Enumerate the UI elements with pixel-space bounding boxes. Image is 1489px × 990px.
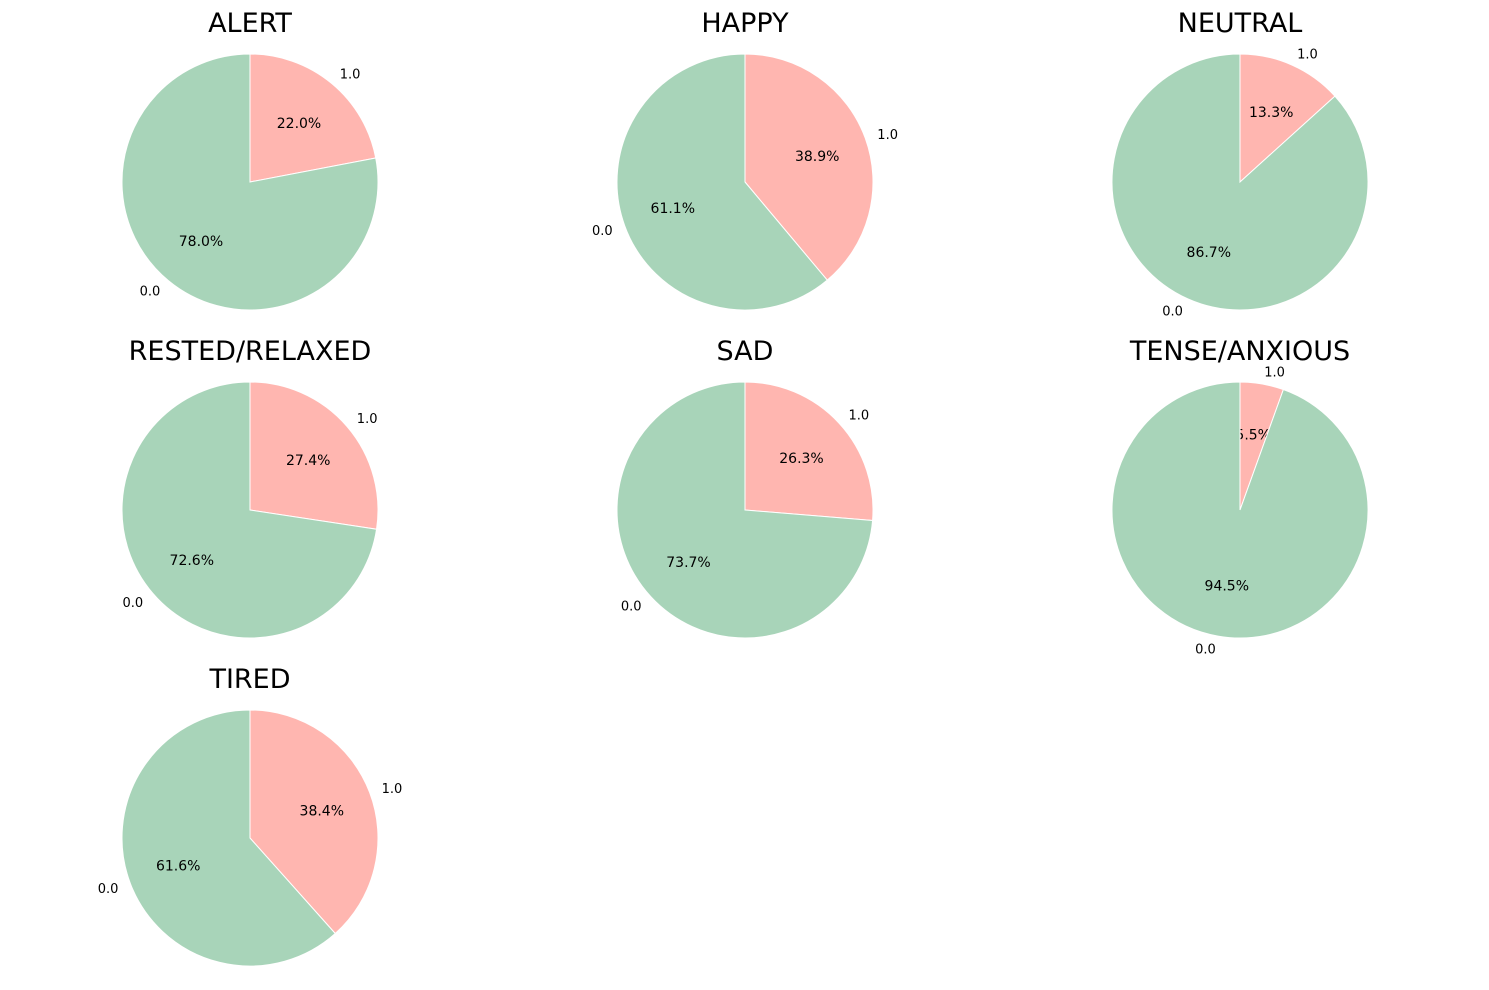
pie-neutral-slice-0-0-percent: 86.7% [1187,245,1231,261]
pie-happy-slice-0-0 [616,53,828,311]
pie-rested-relaxed: RESTED/RELAXED 27.4% 1.0 72.6% 0.0 [121,336,379,639]
pie-neutral-slice-1-0 [1239,53,1336,184]
pie-rested-relaxed-slice-1-0-label: 1.0 [357,412,378,427]
pie-alert-slice-1-0-label: 1.0 [340,68,361,83]
pie-neutral-slice-1-0-label: 1.0 [1297,47,1318,62]
pie-tired-slice-1-0-label: 1.0 [382,782,403,797]
pie-sad-slice-1-0-label: 1.0 [849,409,870,424]
pie-happy-title: HAPPY [701,8,789,39]
pie-sad-slice-0-0-percent: 73.7% [666,555,710,571]
pie-alert-title: ALERT [208,8,292,39]
pie-neutral-slice-0-0 [1111,53,1369,311]
pie-tense-anxious-slice-0-0-label: 0.0 [1195,643,1216,658]
pie-neutral-slice-1-0-percent: 13.3% [1249,105,1293,121]
pie-happy-slice-0-0-percent: 61.1% [651,201,695,217]
pie-neutral: NEUTRAL 13.3% 1.0 86.7% 0.0 [1111,8,1369,320]
pie-tense-anxious-slice-1-0-percent: 5.5% [1235,427,1271,443]
pie-tense-anxious-title: TENSE/ANXIOUS [1129,336,1350,367]
pie-happy: HAPPY 38.9% 1.0 61.1% 0.0 [592,8,898,311]
pie-happy-slice-1-0 [744,53,874,281]
pie-alert-slice-0-0-percent: 78.0% [179,234,223,250]
pie-alert-slice-1-0 [249,53,377,183]
pie-rested-relaxed-title: RESTED/RELAXED [129,336,372,367]
pie-tired-title: TIRED [208,664,290,695]
pie-tense-anxious-slice-0-0 [1111,381,1369,639]
pie-rested-relaxed-slice-1-0 [249,381,379,530]
pie-neutral-slice-0-0-label: 0.0 [1162,305,1183,320]
pie-sad-slice-1-0-percent: 26.3% [779,451,823,467]
pie-alert: ALERT 22.0% 1.0 78.0% 0.0 [121,8,379,311]
pie-tired-slice-0-0-percent: 61.6% [156,858,200,874]
pie-alert-slice-1-0-percent: 22.0% [277,116,321,132]
pie-sad: SAD 26.3% 1.0 73.7% 0.0 [616,336,874,639]
pie-tense-anxious-slice-1-0-label: 1.0 [1264,365,1285,380]
pie-sad-title: SAD [717,336,774,367]
pie-tired-slice-0-0-label: 0.0 [98,882,119,897]
pie-sad-slice-1-0 [744,381,874,521]
pie-sad-slice-0-0 [616,381,874,639]
pie-alert-slice-0-0-label: 0.0 [140,285,161,300]
pie-rested-relaxed-slice-1-0-percent: 27.4% [286,453,330,469]
pie-happy-slice-1-0-label: 1.0 [877,128,898,143]
pie-tired-slice-0-0 [121,709,336,967]
pie-tired-slice-1-0 [249,709,379,935]
pie-happy-slice-1-0-percent: 38.9% [795,149,839,165]
pie-rested-relaxed-slice-0-0-label: 0.0 [123,596,144,611]
pie-tired: TIRED 38.4% 1.0 61.6% 0.0 [98,664,403,967]
pie-sad-slice-0-0-label: 0.0 [621,599,642,614]
pie-tense-anxious-slice-0-0-percent: 94.5% [1205,579,1249,595]
pie-rested-relaxed-slice-0-0 [121,381,378,639]
pie-happy-slice-0-0-label: 0.0 [592,224,613,239]
pie-alert-slice-0-0 [121,53,379,311]
pie-rested-relaxed-slice-0-0-percent: 72.6% [170,553,214,569]
pie-neutral-title: NEUTRAL [1178,8,1303,39]
pie-tired-slice-1-0-percent: 38.4% [300,804,344,820]
pie-tense-anxious: TENSE/ANXIOUS 5.5% 1.0 94.5% 0.0 [1111,336,1369,658]
